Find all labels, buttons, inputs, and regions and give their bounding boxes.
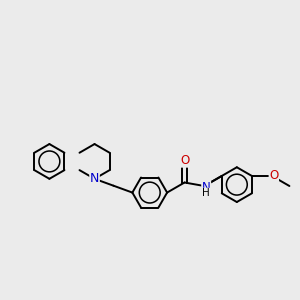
Text: H: H [202,188,210,198]
Text: O: O [180,154,189,167]
Text: O: O [269,169,278,182]
Text: N: N [90,172,99,185]
Text: N: N [202,181,211,194]
